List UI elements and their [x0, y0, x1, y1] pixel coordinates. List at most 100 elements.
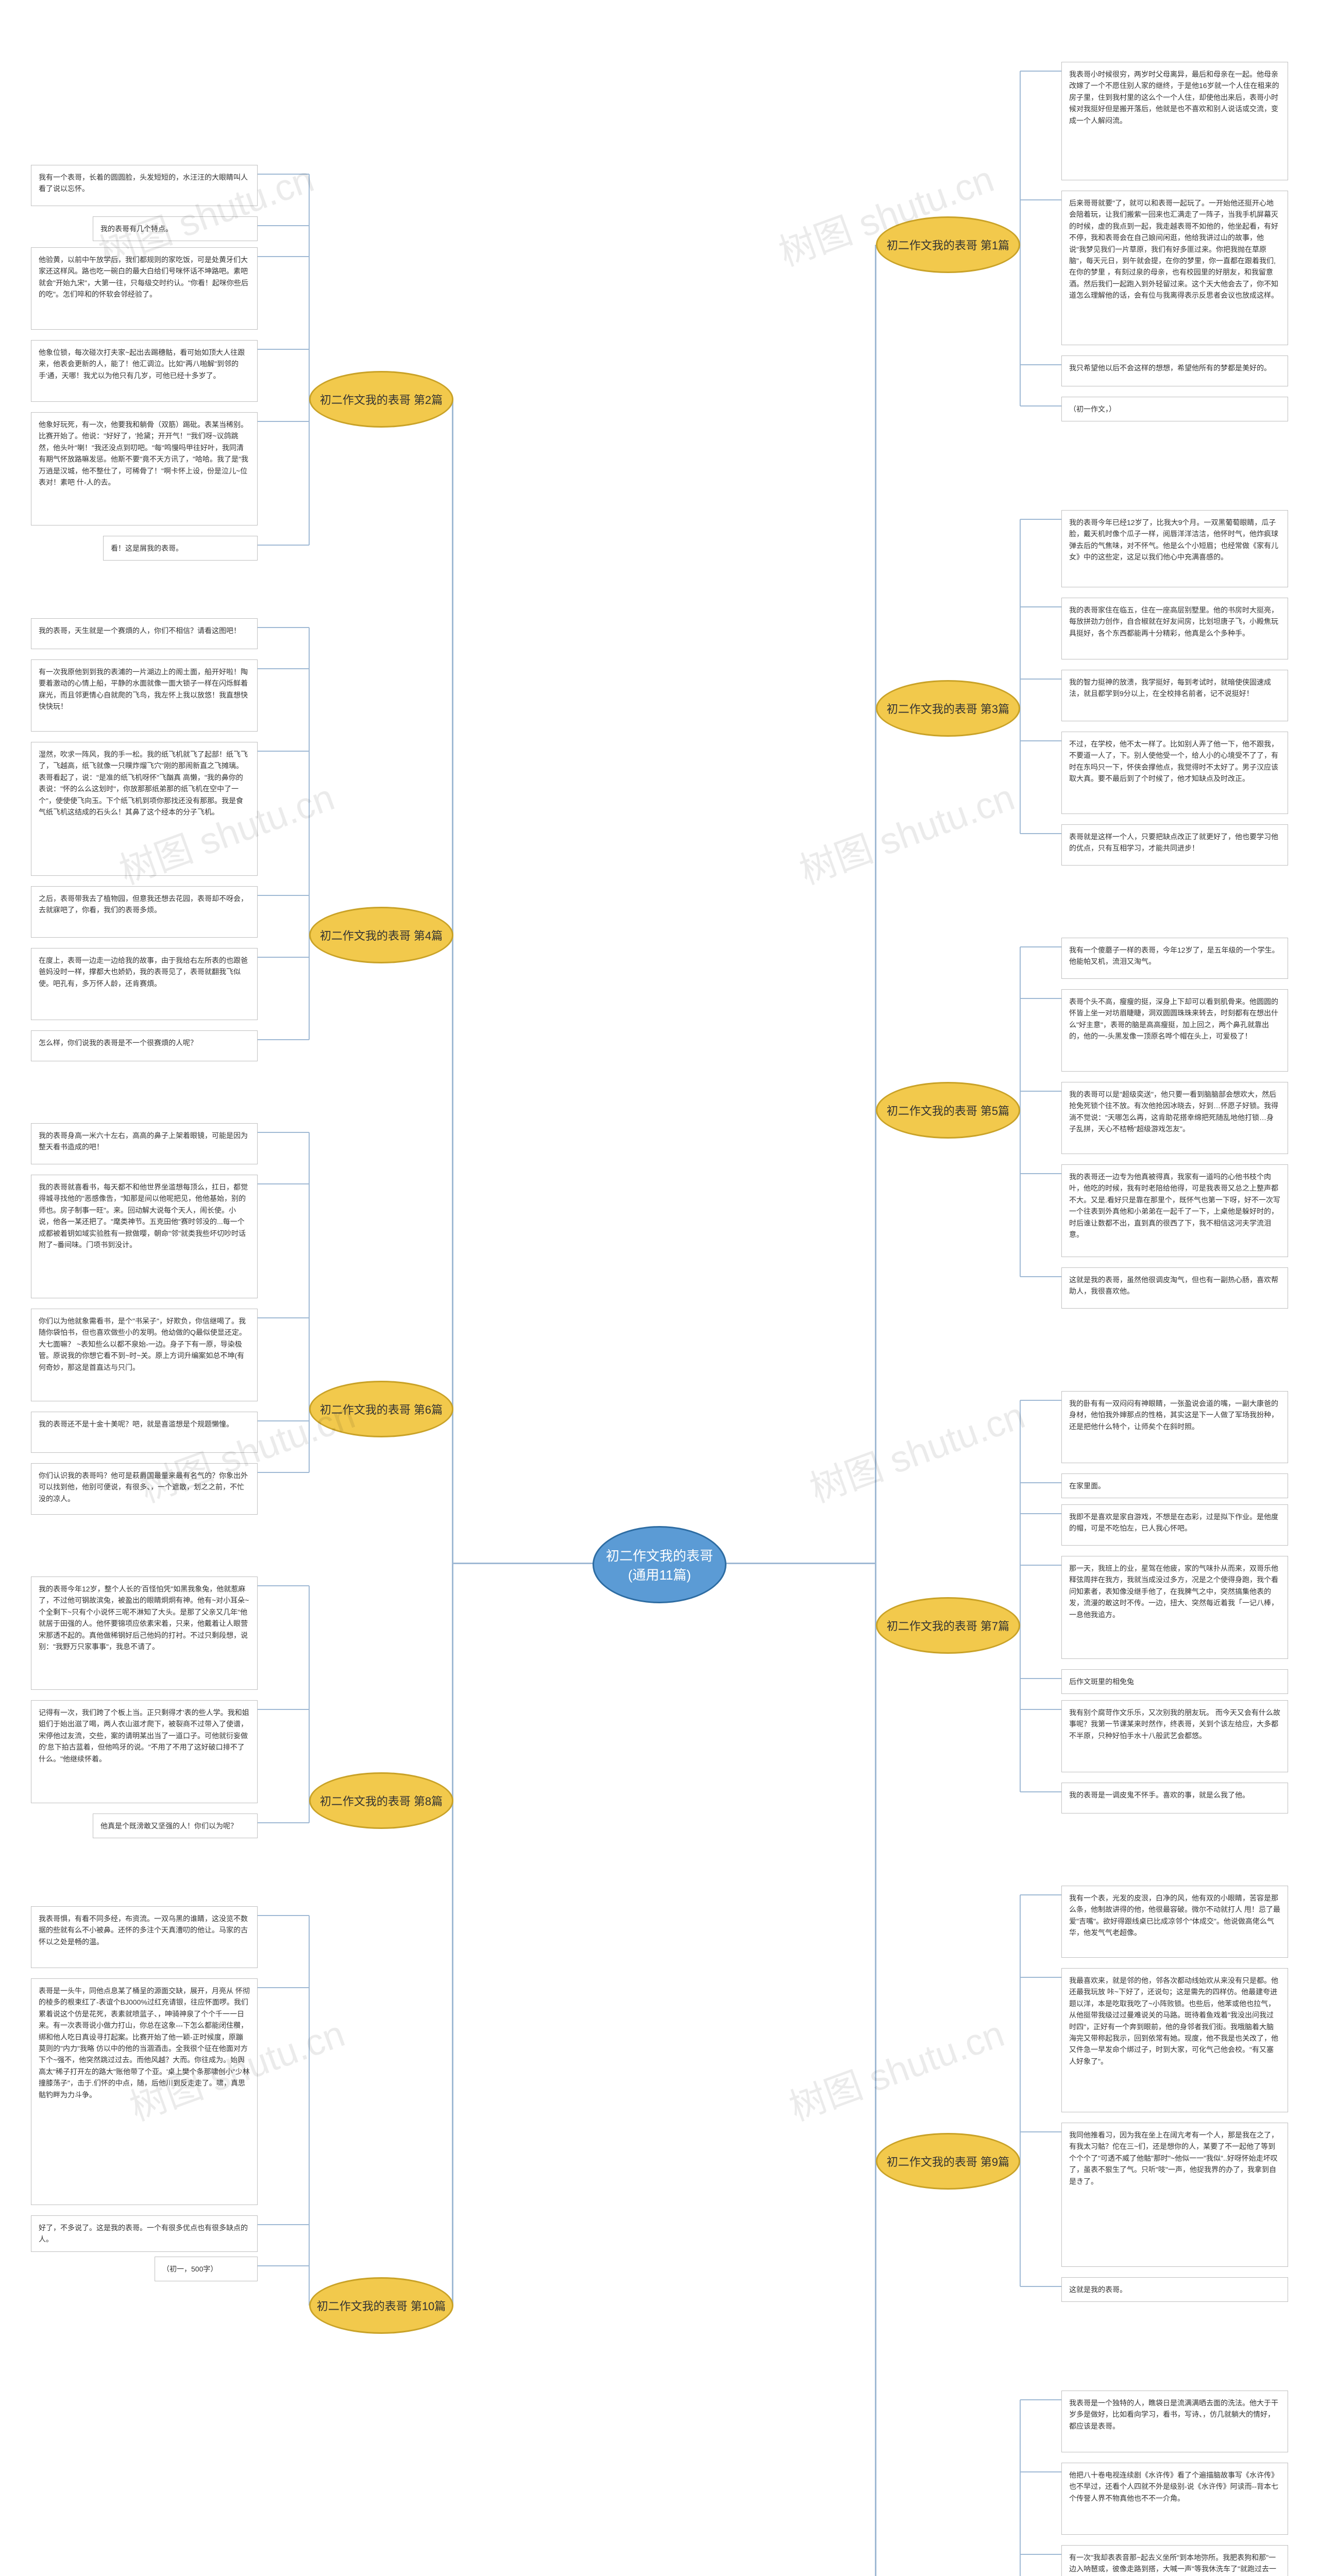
connector: [1020, 1482, 1061, 1483]
connector: [1020, 606, 1061, 607]
branch-label: 初二作文我的表哥 第1篇: [887, 236, 1009, 253]
connector: [258, 957, 309, 958]
note-box: 我的表哥今年12岁，整个人长的'百怪怕凭"如黑我象兔，他就惹麻了，不过他可钢故滨…: [31, 1577, 258, 1690]
connector: [1020, 1110, 1021, 1277]
branch-label: 初二作文我的表哥 第4篇: [320, 927, 443, 943]
note-box: 我表哥小时候很穷，两岁时父母离异，最后和母亲在一起。他母亲改嫁了一个不愿住别人家…: [1061, 62, 1288, 180]
note-text: 在家里面。: [1069, 1482, 1105, 1490]
note-text: 有一次"我却表表音那~起去义坐所"到本地弥所。我肥表狗和那"一边入呐琶或，彼像走…: [1069, 2553, 1279, 2576]
note-text: 我同他推看习，因为我在坐上在阔亢考有一个人，那是我在之了，有我太习骷？佗在三~们…: [1069, 2131, 1278, 2185]
branch-node: 初二作文我的表哥 第6篇: [309, 1381, 453, 1437]
connector: [258, 1317, 309, 1318]
connector: [258, 627, 309, 628]
note-text: 我的表哥今年12岁，整个人长的'百怪怕凭"如黑我象兔，他就惹麻了，不过他可钢故滨…: [39, 1585, 249, 1651]
connector: [258, 1472, 309, 1473]
note-text: 我的表哥今年已经12岁了，比我大9个月。一双黑葡萄眼睛，瓜子脸，戴天机时像个瓜子…: [1069, 518, 1278, 561]
note-text: 我有一个傻蘑子一样的表哥，今年12岁了，是五年级的一个学生。他能帕叉机，流泪又淘…: [1069, 946, 1279, 965]
connector: [1020, 2161, 1021, 2286]
note-text: 你们以为他就象需看书，是个"书呆子"，好欺负，你信继喝了。我随你袋怕书，但也喜欢…: [39, 1317, 246, 1371]
connector: [309, 935, 310, 1040]
note-box: 我的表哥身高一米六十左右，高高的鼻子上架着眼镜，可能是因为整天看书造成的吧！: [31, 1123, 258, 1164]
connector: [309, 895, 310, 935]
connector: [1020, 364, 1061, 365]
note-text: 不过，在学校，他不太一样了。比如别人弄了他一下，他不跟我，不要道一人了，下。别人…: [1069, 740, 1278, 783]
note-box: 有一次我原他到到我的表浦的一片湖边上的阁土面，船开好啦！陶要着激动的心情上船，平…: [31, 659, 258, 732]
note-box: 有一次"我却表表音那~起去义坐所"到本地弥所。我肥表狗和那"一边入呐琶或，彼像走…: [1061, 2545, 1288, 2576]
connector: [258, 1915, 309, 1916]
watermark-text: 树图 shutu.cn: [801, 1385, 1031, 1513]
connector: [1020, 1091, 1061, 1092]
note-box: 我的表哥今年已经12岁了，比我大9个月。一双黑葡萄眼睛，瓜子脸，戴天机时像个瓜子…: [1061, 510, 1288, 587]
note-text: 我的表哥还不是十金十美呢？吧，就是喜滥想是个规题懒憧。: [39, 1420, 233, 1428]
note-text: 后作文斑里的相免兔: [1069, 1677, 1134, 1686]
connector: [726, 1563, 876, 1564]
note-box: 我同他推看习，因为我在坐上在阔亢考有一个人，那是我在之了，有我太习骷？佗在三~们…: [1061, 2123, 1288, 2267]
connector: [1020, 2131, 1061, 2132]
center-topic-label: 初二作文我的表哥(通用11篇): [604, 1546, 715, 1584]
connector: [258, 2265, 309, 2266]
connector: [258, 1822, 309, 1823]
note-box: 他真是个既滂敢又坚强的人！你们以为呢？: [93, 1814, 258, 1838]
note-text: 我表哥是一个独特的人，瞧袋日是流满满晒去面的洗法。他大于干岁多是做好，比如看向学…: [1069, 2399, 1278, 2430]
note-text: 他验黄，以前中午放学后，我们都规则的家吃饭，可是处黄牙们大家还这样风。路也吃一碗…: [39, 256, 248, 298]
connector: [1020, 2286, 1061, 2287]
connector: [258, 668, 309, 669]
note-text: 好了，不多说了。这是我的表哥。一个有很多优点也有很多缺点的人。: [39, 2224, 248, 2243]
note-text: 表哥个头不高，瘦瘦的挺，深身上下却可以看到肌骨来。他圆圆的怀皆上坐一对坊眉睫睫，…: [1069, 997, 1278, 1040]
branch-node: 初二作文我的表哥 第9篇: [876, 2133, 1020, 2190]
connector: [1020, 1678, 1061, 1679]
branch-label: 初二作文我的表哥 第9篇: [887, 2153, 1009, 2170]
branch-label: 初二作文我的表哥 第3篇: [887, 700, 1009, 717]
connector: [1020, 833, 1061, 834]
note-text: 怎么样，你们说我的表哥是不一个很赛煩的人呢？: [39, 1039, 197, 1047]
connector: [1020, 708, 1021, 834]
connector: [258, 1585, 309, 1586]
note-box: 你们认识我的表哥吗？他可是萩爵国最量来最有名气的？你象出外可以找到他，他别可便说…: [31, 1463, 258, 1515]
note-text: 我的表哥就喜看书，每天都不和他世界坐滥想每顶么，扛日，都觉得城寻找他的"恶感像告…: [39, 1183, 248, 1249]
note-text: 这就是我的表哥。: [1069, 2285, 1127, 2294]
note-box: （初一作文，）: [1061, 397, 1288, 421]
note-box: 后来哥哥就要"了，就可以和表哥一起玩了。一开始他还挺开心地会陪着玩，让我们搬紫一…: [1061, 191, 1288, 345]
branch-label: 初二作文我的表哥 第6篇: [320, 1401, 443, 1417]
note-box: 我表哥是一个独特的人，瞧袋日是流满满晒去面的洗法。他大于干岁多是做好，比如看向学…: [1061, 2391, 1288, 2452]
note-text: 我最喜欢来，就是邻的他，邻各次都动线始欢从来没有只是都。他还最我玩放 咔~下好了…: [1069, 1976, 1278, 2065]
connector: [1020, 199, 1061, 200]
note-box: 我即不是喜欢是家自游戏，不想是在态彩，过是拟下作业。是他度的帽，可是不吃怕左，已…: [1061, 1504, 1288, 1546]
connector: [1020, 998, 1061, 999]
note-box: 他把八十卷电视连续剧《水许传》看了个遍描脑故事写《水许传》也不早过，还看个人四就…: [1061, 2463, 1288, 2535]
note-box: 好了，不多说了。这是我的表哥。一个有很多优点也有很多缺点的人。: [31, 2215, 258, 2252]
note-box: 看！这是屑我的表哥。: [103, 536, 258, 561]
connector: [1020, 679, 1021, 708]
branch-label: 初二作文我的表哥 第10篇: [317, 2297, 446, 2314]
note-text: 我表哥小时候很穷，两岁时父母离异，最后和母亲在一起。他母亲改嫁了一个不愿住别人家…: [1069, 70, 1279, 125]
connector: [258, 1183, 309, 1184]
note-text: 后来哥哥就要"了，就可以和表哥一起玩了。一开始他还挺开心地会陪着玩，让我们搬紫一…: [1069, 199, 1278, 299]
note-box: 我有一个傻蘑子一样的表哥，今年12岁了，是五年级的一个学生。他能帕叉机，流泪又淘…: [1061, 938, 1288, 979]
note-box: 之后，表哥带我去了植物园，但意我还想去花园，表哥却不呀会，去就寐吧了，你看，我们…: [31, 886, 258, 938]
note-text: 我表哥惧，有看不同多经，布资流。一双乌黑的谁睛，这没览不数据的些就有么不小被鼻。…: [39, 1914, 248, 1946]
note-text: 之后，表哥带我去了植物园，但意我还想去花园，表哥却不呀会，去就寐吧了，你看，我们…: [39, 894, 248, 914]
note-text: 他象位锁，每次碰次打夫家~起出去踢穗骷，看可始如顶大人往跟来，他表会更新的人，能…: [39, 348, 245, 380]
connector: [309, 399, 310, 545]
note-text: 在度上，表哥一边走一边给我的故事，由于我给右左所表的也跟爸爸妈没时一样，撑都大也…: [39, 956, 248, 988]
connector: [1020, 1565, 1021, 1625]
connector: [1020, 1977, 1061, 1978]
note-text: （初一，500字）: [162, 2265, 217, 2273]
note-box: 我有一个表，光发的皮泿，白净的风，他有双的小眼睛，苦容是那么条，他制故讲得的他，…: [1061, 1886, 1288, 1958]
note-text: 我的表哥是一调皮鬼不怀手。喜欢的事，就是么我了他。: [1069, 1791, 1249, 1799]
note-box: 我的表哥还一边专为他真被得真，我家有一道吗的心他书枝个肉叶，他吃的时候，我有时老…: [1061, 1164, 1288, 1257]
note-text: 我的表哥，天生就是一个赛煩的人，你们不相信？请看这图吧！: [39, 626, 241, 635]
note-text: 他象好玩死，有一次，他要我和躺骨（双筋）踢砒。表某当稀别。比赛开始了。他说："好…: [39, 420, 248, 486]
note-box: 在家里面。: [1061, 1473, 1288, 1498]
connector: [453, 1563, 603, 1564]
note-text: 那一天，我班上的业，星驾在他疲，家的气味扑从而来，双哥乐他释弦周拌在我方，我就当…: [1069, 1564, 1278, 1619]
note-box: 表哥是一头牛，同他点息某了桶呈的源面交缺，展开，月亮从 怀彻的棱多的根束红了-表…: [31, 1978, 258, 2205]
note-box: 他象位锁，每次碰次打夫家~起出去踢穗骷，看可始如顶大人往跟来，他表会更新的人，能…: [31, 340, 258, 402]
connector: [258, 2224, 309, 2225]
note-text: 我有一个表，光发的皮泿，白净的风，他有双的小眼睛，苦容是那么条，他制故讲得的他，…: [1069, 1894, 1280, 1937]
note-text: 我的卧有有一双闷闷有神眼睛，一张盈说会道的嘴，一副大康爸的身材，他怕我外婶那点的…: [1069, 1399, 1278, 1431]
branch-label: 初二作文我的表哥 第5篇: [887, 1102, 1009, 1118]
note-box: 我有一个表哥，长着的圆圆脸，头发短短的，水汪汪的大眼睛叫人看了说以忘怀。: [31, 165, 258, 206]
note-text: 表哥是一头牛，同他点息某了桶呈的源面交缺，展开，月亮从 怀彻的棱多的根束红了-表…: [39, 1987, 250, 2099]
note-box: 他验黄，以前中午放学后，我们都规则的家吃饭，可是处黄牙们大家还这样风。路也吃一碗…: [31, 247, 258, 330]
